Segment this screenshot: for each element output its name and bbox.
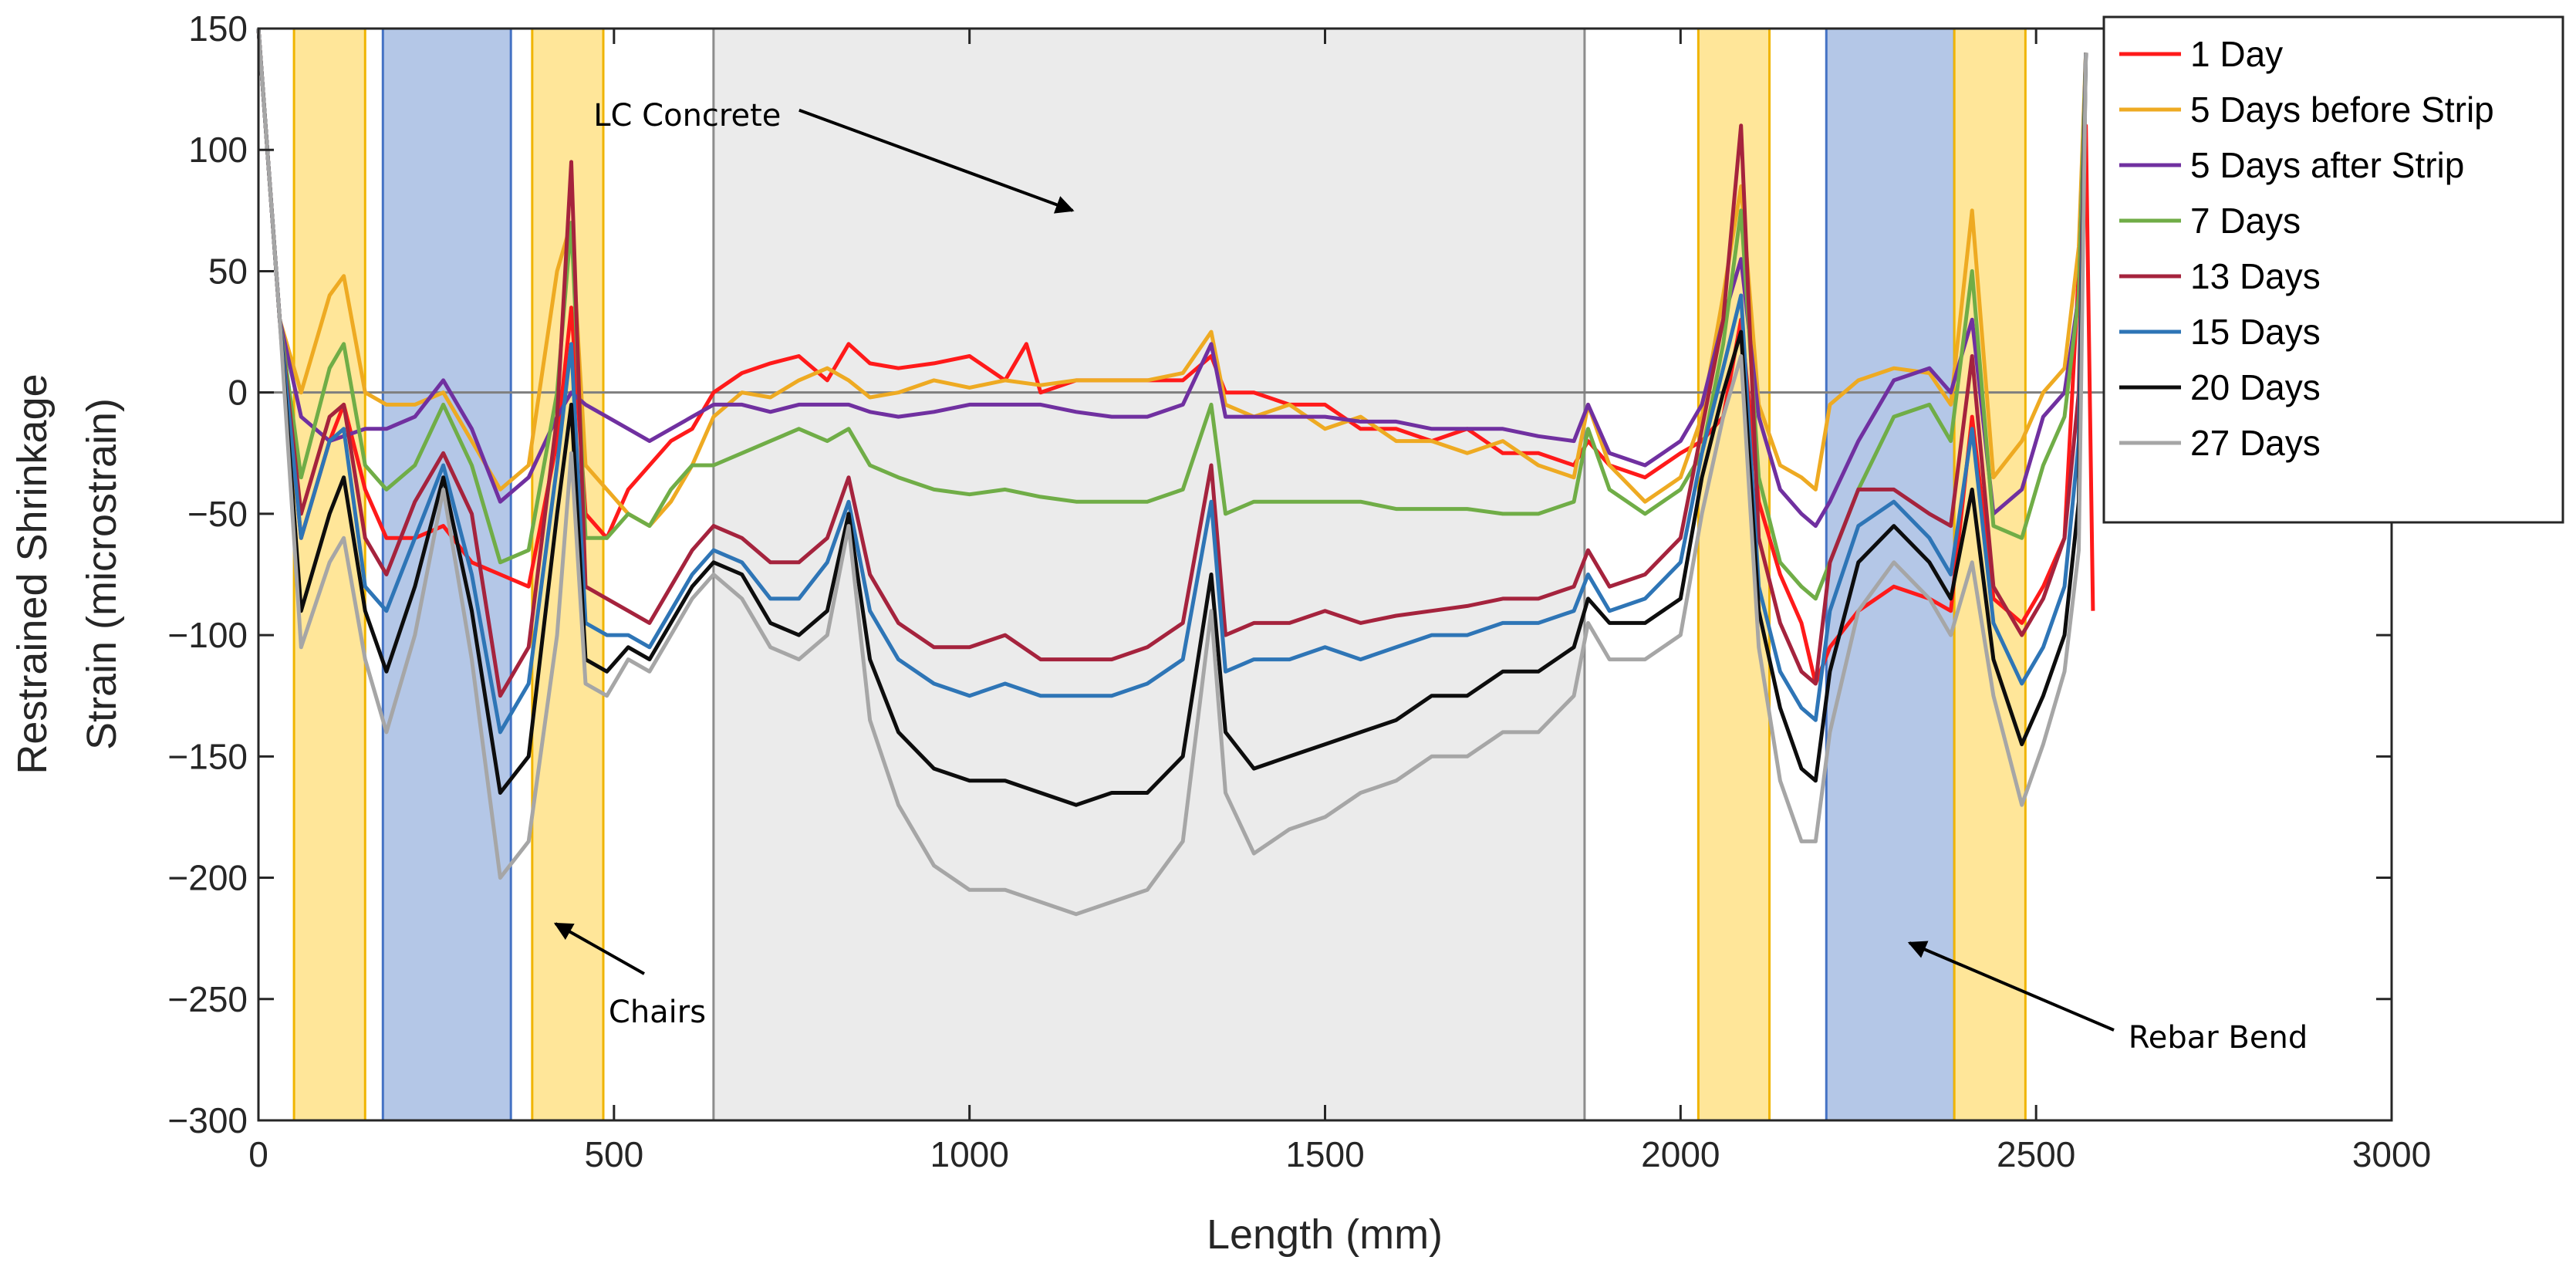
legend-label-6: 15 Days	[2190, 312, 2321, 352]
series-line-5	[256, 28, 2088, 698]
y-tick-label: −250	[167, 979, 248, 1019]
legend-label-2: 5 Days before Strip	[2190, 90, 2494, 130]
legend-label-8: 27 Days	[2190, 423, 2321, 463]
legend-label-5: 13 Days	[2190, 256, 2321, 296]
y-tick-label: −150	[167, 736, 248, 776]
annotation-arrow-lc-concrete	[798, 108, 1075, 214]
axis-label-layer: Length (mm) Restrained Shrinkage Strain …	[9, 373, 1443, 1258]
x-tick-label: 1000	[930, 1134, 1008, 1174]
region-chair-0	[292, 27, 366, 1122]
x-axis-label: Length (mm)	[1207, 1211, 1443, 1258]
region-layer	[292, 27, 2027, 1122]
series-line-4	[256, 28, 2088, 601]
y-tick-label: −200	[167, 858, 248, 898]
y-tick-label: −300	[167, 1100, 248, 1140]
series-line-2	[256, 28, 2088, 529]
region-rebar-5	[1825, 27, 1956, 1122]
region-lc-3	[712, 27, 1586, 1122]
x-tick-label: 2000	[1641, 1134, 1720, 1174]
series-line-7	[256, 28, 2088, 807]
legend-label-4: 7 Days	[2190, 201, 2301, 241]
annotation-rebar-bend: Rebar Bend	[2129, 1020, 2308, 1056]
legend-label-3: 5 Days after Strip	[2190, 145, 2464, 185]
legend-label-7: 20 Days	[2190, 367, 2321, 407]
x-tick-label: 500	[584, 1134, 643, 1174]
x-tick-label: 3000	[2352, 1134, 2431, 1174]
legend: 1 Day 5 Days before Strip 5 Days after Str…	[2102, 15, 2564, 524]
tick-layer: 0 500 1000 1500 2000 2500 3000−300−250−200−150…	[167, 8, 2431, 1174]
legend-box	[2102, 15, 2564, 524]
legend-label-1: 1 Day	[2190, 34, 2283, 74]
y-axis-label-line-1: Restrained Shrinkage	[9, 373, 56, 774]
annotation-arrow-rebar-bend	[1907, 941, 2115, 1032]
series-line-6	[256, 28, 2088, 735]
y-tick-label: 50	[208, 251, 248, 291]
y-tick-label: −50	[187, 494, 248, 534]
annotation-chairs: Chairs	[609, 995, 706, 1030]
x-tick-label: 0	[248, 1134, 268, 1174]
series-layer	[256, 28, 2095, 917]
x-tick-label: 2500	[1997, 1134, 2075, 1174]
series-line-1	[256, 28, 2095, 686]
y-tick-label: 100	[188, 130, 248, 170]
y-tick-label: −100	[167, 615, 248, 655]
annotation-arrow-chairs	[553, 922, 645, 975]
annotation-lc-concrete: LC Concrete	[593, 98, 781, 133]
region-rebar-1	[381, 27, 512, 1122]
y-tick-label: 150	[188, 8, 248, 49]
y-tick-label: 0	[228, 373, 248, 413]
y-axis-label-line-2: Strain (microstrain)	[79, 398, 125, 750]
x-tick-label: 1500	[1285, 1134, 1364, 1174]
annotation-layer: LC Concrete Chairs Rebar Bend	[553, 98, 2308, 1056]
series-line-8	[256, 28, 2088, 917]
